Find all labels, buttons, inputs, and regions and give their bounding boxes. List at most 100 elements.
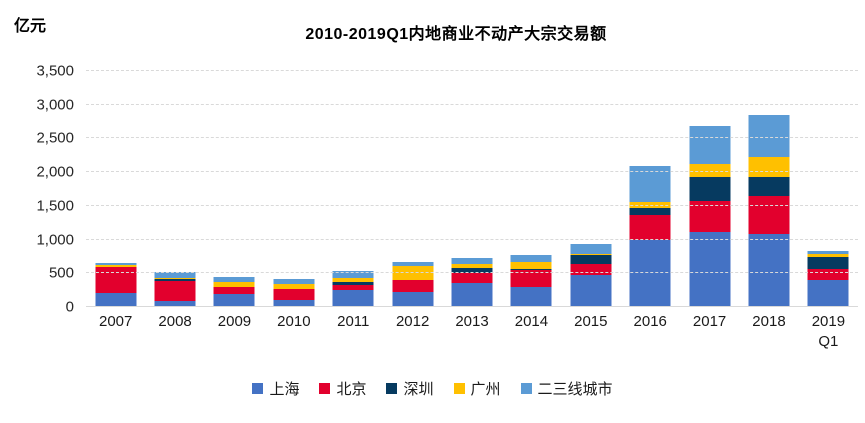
bar-slot bbox=[324, 71, 383, 307]
bar-segment-上海 bbox=[332, 290, 374, 307]
gridline bbox=[86, 70, 858, 71]
gridline bbox=[86, 103, 858, 105]
bar-2019-Q1 bbox=[807, 251, 849, 307]
bar-segment-北京 bbox=[451, 272, 493, 284]
x-tick-label: 2009 bbox=[217, 313, 252, 330]
bar-segment-二三线城市 bbox=[451, 257, 493, 264]
x-tick-label: 2012 bbox=[395, 313, 430, 330]
y-tick-label: 2,500 bbox=[36, 129, 74, 147]
x-tick-label: 2011 bbox=[337, 313, 370, 330]
bar-slot bbox=[86, 71, 145, 307]
legend-label: 北京 bbox=[336, 381, 367, 398]
bar-segment-上海 bbox=[570, 274, 612, 307]
bar-segment-二三线城市 bbox=[392, 261, 434, 266]
chart-title: 2010-2019Q1内地商业不动产大宗交易额 bbox=[305, 26, 607, 43]
bar-2010 bbox=[273, 278, 315, 307]
gridline bbox=[86, 272, 858, 274]
x-tick-label: 2013 bbox=[455, 313, 489, 330]
bar-segment-北京 bbox=[689, 201, 731, 232]
x-tick-label: 2014 bbox=[514, 313, 549, 330]
legend-swatch-icon bbox=[386, 383, 398, 394]
bar-segment-深圳 bbox=[807, 257, 849, 269]
bar-segment-北京 bbox=[570, 263, 612, 275]
bar-segment-广州 bbox=[95, 264, 137, 267]
legend-swatch-icon bbox=[319, 383, 331, 394]
legend-swatch-icon bbox=[520, 383, 532, 394]
bar-slot bbox=[739, 71, 798, 307]
bar-segment-广州 bbox=[689, 164, 731, 178]
bar-slot bbox=[264, 71, 323, 307]
legend-item-广州: 广州 bbox=[453, 378, 501, 399]
bar-segment-上海 bbox=[273, 300, 315, 307]
bar-2018 bbox=[748, 114, 790, 307]
x-axis-labels: 2007 2008 2009 2010 2011 2012 2013 2014 2015 2016… bbox=[86, 312, 858, 353]
bar-segment-上海 bbox=[748, 233, 790, 307]
bar-segment-北京 bbox=[273, 289, 315, 301]
bar-segment-上海 bbox=[689, 231, 731, 307]
bar-segment-二三线城市 bbox=[273, 278, 315, 284]
bar-segment-上海 bbox=[392, 291, 434, 307]
legend-label: 深圳 bbox=[403, 381, 434, 398]
bar-segment-深圳 bbox=[154, 279, 196, 282]
y-axis-unit-label: 亿元 bbox=[14, 18, 47, 35]
bar-segment-深圳 bbox=[95, 266, 137, 268]
bar-segment-上海 bbox=[154, 300, 196, 307]
x-tick-label: 2016 bbox=[633, 313, 667, 330]
bar-segment-二三线城市 bbox=[570, 244, 612, 255]
legend-label: 上海 bbox=[269, 381, 300, 398]
bar-segment-上海 bbox=[510, 287, 552, 307]
bar-segment-广州 bbox=[451, 263, 493, 268]
bar-2016 bbox=[629, 165, 671, 307]
legend-label: 广州 bbox=[470, 381, 501, 398]
bar-segment-上海 bbox=[807, 279, 849, 307]
bar-segment-广州 bbox=[748, 156, 790, 177]
bar-segment-深圳 bbox=[570, 255, 612, 264]
bar-slot bbox=[442, 71, 501, 307]
y-tick-label: 1,000 bbox=[36, 231, 74, 249]
bar-segment-北京 bbox=[748, 195, 790, 234]
y-tick-label: 3,000 bbox=[36, 96, 74, 114]
x-tick-label: 2007 bbox=[99, 313, 133, 330]
bar-segment-二三线城市 bbox=[213, 277, 255, 283]
bar-slot bbox=[502, 71, 561, 307]
bar-segment-深圳 bbox=[332, 282, 374, 286]
bar-2012 bbox=[392, 261, 434, 307]
bar-segment-广州 bbox=[570, 254, 612, 256]
bar-segment-深圳 bbox=[629, 207, 671, 216]
legend-swatch-icon bbox=[453, 383, 465, 394]
legend: 上海 北京 深圳 广州 二三线城市 bbox=[0, 378, 865, 399]
x-axis-line bbox=[86, 306, 858, 307]
bar-segment-二三线城市 bbox=[748, 114, 790, 157]
bar-segment-北京 bbox=[510, 269, 552, 288]
bar-segment-上海 bbox=[95, 292, 137, 307]
bar-segment-二三线城市 bbox=[807, 251, 849, 255]
y-tick-label: 2,000 bbox=[36, 163, 74, 181]
bar-2011 bbox=[332, 270, 374, 307]
bar-segment-二三线城市 bbox=[510, 255, 552, 263]
bar-segment-北京 bbox=[154, 281, 196, 301]
x-tick-label: 2008 bbox=[158, 313, 192, 330]
y-tick-label: 3,500 bbox=[36, 62, 74, 80]
bar-slot bbox=[205, 71, 264, 307]
bar-segment-广州 bbox=[273, 283, 315, 289]
legend-label: 二三线城市 bbox=[537, 381, 613, 398]
bar-segment-北京 bbox=[213, 287, 255, 295]
bar-segment-深圳 bbox=[451, 267, 493, 273]
bar-segment-北京 bbox=[629, 215, 671, 240]
bar-segment-二三线城市 bbox=[689, 125, 731, 165]
bar-segment-深圳 bbox=[748, 176, 790, 196]
legend-item-北京: 北京 bbox=[319, 378, 366, 399]
bar-segment-广州 bbox=[332, 278, 374, 283]
x-tick-label: 2018 bbox=[752, 313, 786, 330]
x-tick-label: 2010 bbox=[277, 313, 311, 330]
bar-segment-深圳 bbox=[689, 177, 731, 202]
legend-item-二三线城市: 二三线城市 bbox=[520, 378, 613, 399]
bar-slot bbox=[799, 71, 858, 307]
bar-2014 bbox=[510, 255, 552, 307]
legend-item-上海: 上海 bbox=[252, 378, 299, 399]
bar-segment-上海 bbox=[213, 294, 255, 307]
bar-2007 bbox=[95, 263, 137, 307]
gridline bbox=[86, 204, 858, 206]
bar-segment-上海 bbox=[451, 283, 493, 307]
